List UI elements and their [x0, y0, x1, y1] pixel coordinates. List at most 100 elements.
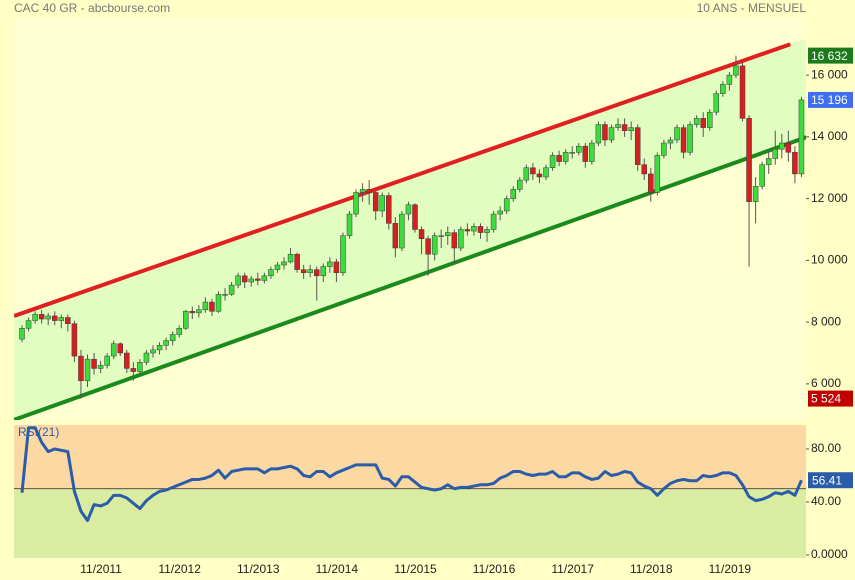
channel-fill: [14, 38, 806, 420]
candle-body: [772, 148, 778, 159]
candle-body: [372, 192, 379, 212]
candle-body: [78, 355, 84, 382]
candle-body: [634, 127, 641, 165]
candle-body: [746, 118, 752, 202]
candle-body: [589, 142, 595, 162]
candle-body: [189, 311, 196, 314]
candle-body: [386, 195, 392, 224]
candle-body: [490, 213, 497, 230]
candle-body: [785, 142, 792, 153]
x-tick-label: 11/2019: [709, 562, 752, 576]
candle-body: [602, 124, 608, 141]
price-label-box: [808, 390, 853, 407]
chart-period: 10 ANS - MENSUEL: [697, 1, 807, 15]
candle-body: [707, 111, 713, 128]
candle-body: [65, 317, 71, 324]
candle-body: [32, 314, 38, 321]
x-tick-label: 11/2013: [237, 562, 280, 576]
y-tick-label: 14 000: [811, 129, 848, 143]
candle-body: [228, 284, 235, 295]
rsi-title: RSI(21): [18, 425, 59, 439]
candle-body: [726, 74, 733, 85]
candle-body: [45, 315, 51, 320]
candle-body: [641, 164, 647, 175]
x-tick-label: 11/2015: [394, 562, 437, 576]
candle-body: [576, 145, 582, 153]
y-tick-label: 8 000: [811, 314, 841, 328]
candle-body: [130, 368, 137, 372]
candle-body: [713, 93, 720, 113]
candle-body: [484, 229, 490, 233]
candle-body: [752, 186, 759, 202]
candle-body: [648, 173, 654, 193]
candle-body: [798, 99, 805, 175]
price-label: 15 196: [811, 93, 848, 107]
candle-body: [458, 229, 464, 249]
candle-body: [268, 269, 274, 277]
candle-body: [196, 309, 202, 314]
candle-body: [556, 155, 562, 162]
candle-body: [680, 127, 687, 153]
candle-body: [320, 266, 327, 277]
candle-body: [595, 124, 602, 144]
x-tick-label: 11/2016: [473, 562, 516, 576]
y-tick-label: 10 000: [811, 253, 848, 267]
x-tick-label: 11/2014: [316, 562, 359, 576]
x-tick-label: 11/2017: [551, 562, 594, 576]
candle-body: [425, 238, 431, 255]
candle-body: [569, 152, 575, 154]
candle-body: [471, 226, 477, 232]
candle-body: [674, 127, 680, 141]
candle-body: [248, 278, 254, 283]
candle-body: [124, 352, 130, 369]
candle-body: [307, 269, 313, 273]
candle-body: [759, 164, 765, 187]
candle-body: [110, 343, 117, 357]
candle-body: [281, 261, 287, 266]
candle-body: [300, 269, 307, 273]
plot: [14, 38, 806, 420]
candle-body: [19, 328, 25, 340]
candle-body: [58, 317, 65, 321]
candle-body: [340, 235, 346, 273]
price-label-box: [808, 91, 853, 108]
candle-body: [156, 345, 163, 351]
candle-body: [549, 155, 556, 168]
candle-body: [38, 314, 45, 320]
candle-body: [327, 261, 333, 267]
candle-body: [503, 198, 510, 212]
candle-body: [176, 328, 182, 335]
candle-body: [117, 343, 123, 354]
candle-body: [379, 195, 385, 212]
candle-body: [163, 340, 169, 346]
rsi-last-label: 56.41: [812, 473, 842, 487]
candle-body: [333, 261, 340, 273]
price-label: 16 632: [811, 49, 848, 63]
candle-body: [314, 269, 320, 277]
rsi-y-tick-label: 40.00: [811, 494, 841, 508]
candle-body: [621, 124, 628, 131]
y-tick-label: 12 000: [811, 191, 848, 205]
candle-body: [628, 127, 634, 131]
candle-body: [615, 124, 621, 128]
channel-line: [14, 135, 806, 420]
candle-body: [693, 118, 700, 125]
candle-body: [451, 232, 458, 249]
candle-body: [464, 229, 471, 232]
x-tick-label: 11/2012: [158, 562, 201, 576]
candle-body: [183, 311, 189, 329]
candle-body: [294, 253, 300, 270]
candle-body: [582, 145, 589, 162]
candle-body: [25, 320, 32, 329]
candle-body: [202, 301, 209, 311]
x-tick-label: 11/2018: [630, 562, 673, 576]
candle-body: [517, 179, 523, 190]
candle-body: [733, 65, 739, 76]
candle-body: [661, 142, 667, 156]
candle-body: [346, 213, 353, 236]
candle-body: [779, 142, 785, 150]
candle-body: [84, 358, 91, 382]
candle-body: [523, 167, 530, 181]
